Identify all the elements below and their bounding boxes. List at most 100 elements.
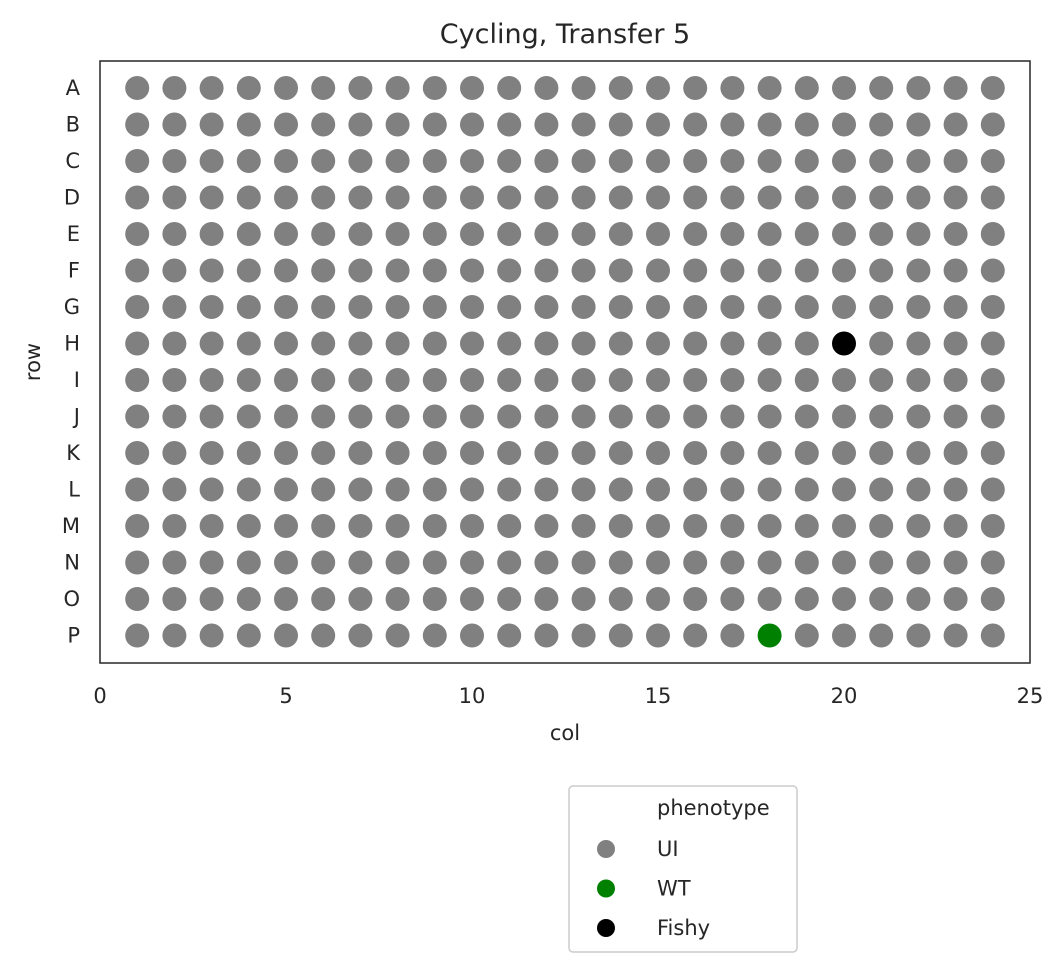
point-B7-ui — [348, 112, 373, 137]
point-G14-ui — [608, 295, 633, 319]
point-F14-ui — [608, 258, 633, 283]
point-H14-ui — [608, 331, 633, 356]
point-L4-ui — [236, 477, 261, 502]
point-B11-ui — [497, 112, 522, 137]
point-A8-ui — [385, 76, 410, 100]
point-B8-ui — [385, 112, 410, 137]
y-tick-label-P: P — [67, 624, 80, 648]
point-L5-ui — [274, 477, 298, 502]
point-I23-ui — [943, 368, 968, 392]
point-M24-ui — [980, 514, 1005, 538]
legend-marker-ui — [597, 840, 615, 858]
point-F1-ui — [125, 258, 150, 283]
point-G2-ui — [162, 295, 187, 319]
point-P3-ui — [199, 623, 224, 648]
point-M10-ui — [460, 514, 484, 538]
point-E11-ui — [497, 222, 522, 246]
point-G24-ui — [980, 295, 1005, 319]
point-D7-ui — [348, 185, 373, 210]
point-B2-ui — [162, 112, 187, 137]
point-C6-ui — [311, 149, 336, 173]
point-D9-ui — [422, 185, 447, 210]
point-I22-ui — [906, 368, 931, 392]
point-E22-ui — [906, 222, 931, 246]
point-M20-ui — [832, 514, 856, 538]
point-C18-ui — [757, 149, 782, 173]
point-G6-ui — [311, 295, 336, 319]
point-M17-ui — [720, 514, 745, 538]
point-M19-ui — [794, 514, 819, 538]
point-G1-ui — [125, 295, 150, 319]
point-C3-ui — [199, 149, 224, 173]
point-G15-ui — [646, 295, 670, 319]
point-O12-ui — [534, 587, 559, 611]
point-F5-ui — [274, 258, 298, 283]
legend-marker-wt — [597, 879, 615, 898]
point-P19-ui — [794, 623, 819, 648]
point-H21-ui — [869, 331, 894, 356]
point-M14-ui — [608, 514, 633, 538]
point-N12-ui — [534, 550, 559, 575]
point-H8-ui — [385, 331, 410, 356]
point-A15-ui — [646, 76, 670, 100]
point-L13-ui — [571, 477, 596, 502]
point-J2-ui — [162, 404, 187, 429]
point-E7-ui — [348, 222, 373, 246]
y-tick-label-I: I — [74, 368, 80, 392]
point-H6-ui — [311, 331, 336, 356]
point-F4-ui — [236, 258, 261, 283]
point-L9-ui — [422, 477, 447, 502]
point-L10-ui — [460, 477, 484, 502]
point-F17-ui — [720, 258, 745, 283]
point-H15-ui — [646, 331, 670, 356]
point-H19-ui — [794, 331, 819, 356]
x-tick-labels: 0 5 10 15 20 25 — [93, 684, 1043, 708]
point-L7-ui — [348, 477, 373, 502]
point-A9-ui — [422, 76, 447, 100]
point-H18-ui — [757, 331, 782, 356]
point-E19-ui — [794, 222, 819, 246]
point-A16-ui — [683, 76, 708, 100]
point-G8-ui — [385, 295, 410, 319]
point-I9-ui — [422, 368, 447, 392]
point-C20-ui — [832, 149, 856, 173]
point-E3-ui — [199, 222, 224, 246]
point-E4-ui — [236, 222, 261, 246]
point-K7-ui — [348, 441, 373, 465]
point-J11-ui — [497, 404, 522, 429]
point-E17-ui — [720, 222, 745, 246]
point-D17-ui — [720, 185, 745, 210]
point-M9-ui — [422, 514, 447, 538]
point-I15-ui — [646, 368, 670, 392]
point-N17-ui — [720, 550, 745, 575]
point-D22-ui — [906, 185, 931, 210]
point-E15-ui — [646, 222, 670, 246]
point-H1-ui — [125, 331, 150, 356]
point-P9-ui — [422, 623, 447, 648]
point-P23-ui — [943, 623, 968, 648]
point-K5-ui — [274, 441, 298, 465]
point-M11-ui — [497, 514, 522, 538]
point-F8-ui — [385, 258, 410, 283]
point-B24-ui — [980, 112, 1005, 137]
point-G12-ui — [534, 295, 559, 319]
point-B6-ui — [311, 112, 336, 137]
point-L11-ui — [497, 477, 522, 502]
point-F18-ui — [757, 258, 782, 283]
point-A5-ui — [274, 76, 298, 100]
point-C22-ui — [906, 149, 931, 173]
point-G20-ui — [832, 295, 856, 319]
point-L15-ui — [646, 477, 670, 502]
point-O14-ui — [608, 587, 633, 611]
point-P22-ui — [906, 623, 931, 648]
point-J23-ui — [943, 404, 968, 429]
point-J19-ui — [794, 404, 819, 429]
point-K22-ui — [906, 441, 931, 465]
point-L18-ui — [757, 477, 782, 502]
point-G9-ui — [422, 295, 447, 319]
point-G13-ui — [571, 295, 596, 319]
point-N14-ui — [608, 550, 633, 575]
point-K19-ui — [794, 441, 819, 465]
point-D2-ui — [162, 185, 187, 210]
legend: phenotype UI WT Fishy — [568, 785, 798, 953]
